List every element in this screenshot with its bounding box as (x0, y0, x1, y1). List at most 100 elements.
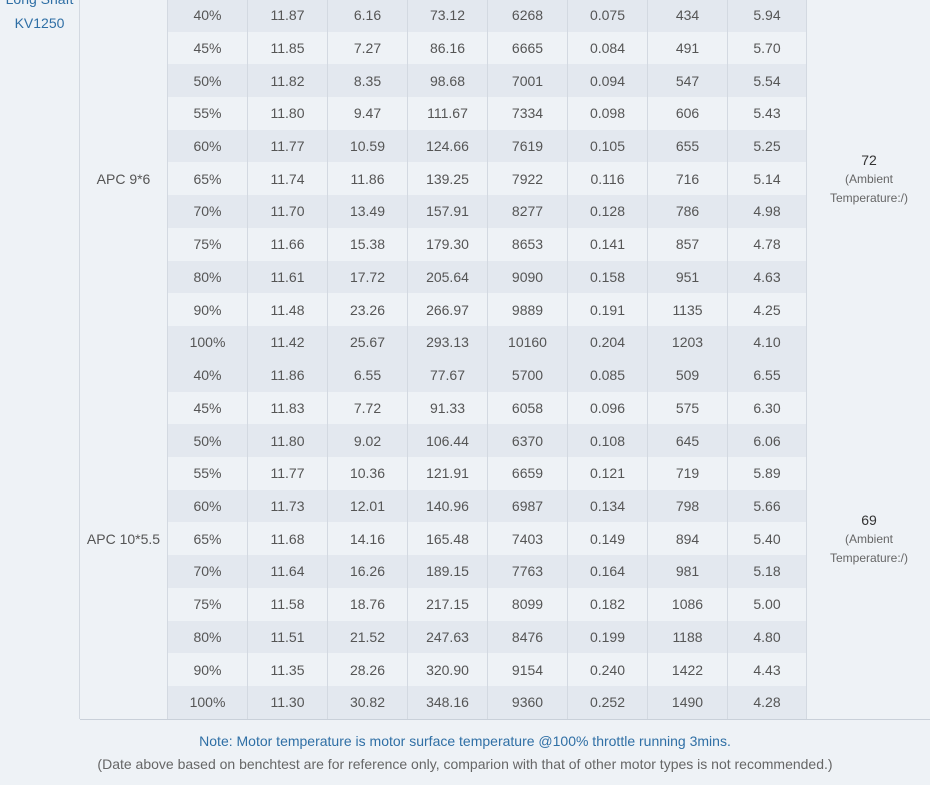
data-rows: 40% 11.86 6.55 77.67 5700 0.085 509 6.55 45% 11.8… (168, 359, 806, 719)
prop-section-apc-10x5-5: APC 10*5.5 40% 11.86 6.55 77.67 5700 0.085 509… (80, 359, 930, 720)
table-cell: 80% (168, 620, 248, 654)
table-cell: 0.252 (568, 685, 648, 719)
table-cell: 14.16 (328, 522, 408, 556)
table-cell: 4.63 (753, 268, 781, 285)
table-cell: 981 (648, 555, 728, 588)
table-cell: 8277 (488, 195, 568, 228)
table-row: 100% 11.30 30.82 348.16 9360 0.252 1490 4.28 (168, 685, 806, 719)
table-cell: 21.52 (328, 620, 408, 654)
motor-model-line-1: Long Shaft (0, 0, 79, 9)
table-cell: 11.82 (248, 64, 328, 98)
table-cell: 0.075 (568, 0, 648, 32)
table-cell: 50% (168, 424, 248, 458)
table-cell: 5.40 (753, 530, 781, 547)
table-cell: 10.36 (328, 457, 408, 490)
table-cell: 8099 (488, 587, 568, 621)
table-cell: 6.16 (328, 0, 408, 32)
table-cell: 80% (168, 260, 248, 294)
table-cell: 106.44 (408, 424, 488, 458)
table-cell: 4.43 (753, 661, 781, 678)
table-cell: 7.27 (328, 31, 408, 65)
table-cell: 60% (168, 129, 248, 163)
table-cell: 1086 (648, 587, 728, 621)
table-row: 45% 11.85 7.27 86.16 6665 0.084 491 5.70 (168, 31, 806, 65)
table-cell: 575 (648, 391, 728, 425)
table-cell: 6665 (488, 31, 568, 65)
table-cell: 11.86 (248, 359, 328, 392)
table-cell: 6.55 (328, 359, 408, 392)
table-cell: 90% (168, 293, 248, 326)
table-cell: 348.16 (408, 685, 488, 719)
table-cell: 7001 (488, 64, 568, 98)
table-cell: 11.77 (248, 457, 328, 490)
table-cell: 0.121 (568, 457, 648, 490)
table-cell: 6987 (488, 489, 568, 523)
table-cell: 10160 (488, 325, 568, 359)
table-cell: 189.15 (408, 555, 488, 588)
table-cell: 0.085 (568, 359, 648, 392)
temperature-note-line-1: (Ambient (844, 172, 894, 186)
table-cell: 75% (168, 587, 248, 621)
table-row: 75% 11.58 18.76 217.15 8099 0.182 1086 5.00 (168, 587, 806, 621)
table-cell: 0.096 (568, 391, 648, 425)
table-cell: 11.66 (248, 227, 328, 261)
table-cell: 40% (168, 359, 248, 392)
table-cell: 0.158 (568, 260, 648, 294)
table-cell: 16.26 (328, 555, 408, 588)
table-cell: 11.48 (248, 293, 328, 326)
table-cell: 0.084 (568, 31, 648, 65)
table-cell: 60% (168, 489, 248, 523)
table-cell: 45% (168, 391, 248, 425)
table-row: 80% 11.51 21.52 247.63 8476 0.199 1188 4.80 (168, 620, 806, 654)
table-cell: 0.149 (568, 522, 648, 556)
table-cell: 1490 (648, 685, 728, 719)
table-cell: 140.96 (408, 489, 488, 523)
table-cell: 86.16 (408, 31, 488, 65)
table-cell: 247.63 (408, 620, 488, 654)
table-cell: 5.18 (753, 563, 781, 580)
table-cell: 11.73 (248, 489, 328, 523)
table-cell: 0.134 (568, 489, 648, 523)
table-cell: 0.182 (568, 587, 648, 621)
table-cell: 11.80 (248, 97, 328, 130)
table-cell: 0.128 (568, 195, 648, 228)
table-cell: 8.35 (328, 64, 408, 98)
table-cell: 293.13 (408, 325, 488, 359)
table-cell: 7.72 (328, 391, 408, 425)
table-cell: 509 (648, 359, 728, 392)
table-cell: 6268 (488, 0, 568, 32)
table-row: 50% 11.80 9.02 106.44 6370 0.108 645 6.06 (168, 424, 806, 458)
table-cell: 73.12 (408, 0, 488, 32)
table-cell: 0.240 (568, 653, 648, 686)
table-cell: 18.76 (328, 587, 408, 621)
table-cell: 7619 (488, 129, 568, 163)
temperature-note-line-2: Temperature:/) (829, 551, 909, 565)
table-cell: 266.97 (408, 293, 488, 326)
table-cell: 4.10 (753, 334, 781, 351)
table-cell: 798 (648, 489, 728, 523)
motor-model-cell: Long Shaft KV1250 (0, 0, 80, 719)
table-cell: 9154 (488, 653, 568, 686)
table-row: 65% 11.68 14.16 165.48 7403 0.149 894 5.40 (168, 522, 806, 556)
table-cell: 11.77 (248, 129, 328, 163)
table-cell: 1422 (648, 653, 728, 686)
table-cell: 25.67 (328, 325, 408, 359)
table-cell: 7922 (488, 162, 568, 196)
table-cell: 11.87 (248, 0, 328, 32)
table-row: 70% 11.64 16.26 189.15 7763 0.164 981 5.18 (168, 555, 806, 588)
table-cell: 124.66 (408, 129, 488, 163)
table-cell: 0.204 (568, 325, 648, 359)
table-cell: 9.02 (328, 424, 408, 458)
table-cell: 606 (648, 97, 728, 130)
table-cell: 9090 (488, 260, 568, 294)
table-cell: 157.91 (408, 195, 488, 228)
temperature-value: 69 (861, 512, 877, 528)
motor-model-line-2: KV1250 (14, 15, 65, 31)
table-cell: 91.33 (408, 391, 488, 425)
table-cell: 98.68 (408, 64, 488, 98)
table-cell: 894 (648, 522, 728, 556)
table-cell: 11.68 (248, 522, 328, 556)
table-row: 70% 11.70 13.49 157.91 8277 0.128 786 4.98 (168, 195, 806, 228)
table-cell: 645 (648, 424, 728, 458)
table-cell: 320.90 (408, 653, 488, 686)
